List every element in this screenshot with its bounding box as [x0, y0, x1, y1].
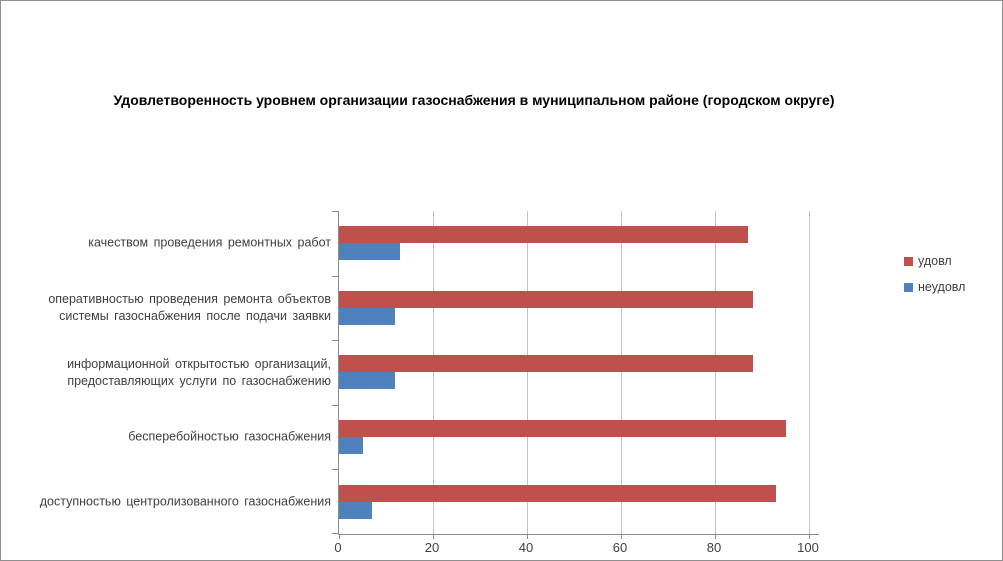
y-tick-4 — [332, 469, 339, 471]
category-label-3: бесперебойностью газоснабжения — [128, 429, 331, 444]
x-tick-100 — [809, 534, 810, 539]
x-axis-label-60: 60 — [612, 540, 628, 555]
legend-swatch-icon — [904, 256, 913, 266]
x-tick-60 — [621, 534, 622, 539]
x-axis-label-100: 100 — [797, 540, 819, 555]
x-tick-80 — [715, 534, 716, 539]
category-band-2 — [339, 340, 819, 405]
bar-неудовл-3 — [339, 437, 363, 455]
category-label-1: оперативностью проведения ремонта объект… — [48, 291, 331, 323]
category-band-3 — [339, 405, 819, 470]
y-tick-3 — [332, 404, 339, 406]
bar-удовл-2 — [339, 355, 753, 373]
legend-item-удовл: удовл — [904, 254, 965, 268]
bar-удовл-4 — [339, 484, 777, 502]
legend-swatch-icon — [904, 282, 913, 292]
x-axis-label-0: 0 — [334, 540, 342, 555]
gridline-100 — [809, 211, 810, 534]
y-tick-1 — [332, 275, 339, 277]
x-tick-40 — [527, 534, 528, 539]
bar-удовл-1 — [339, 290, 753, 308]
y-tick-0 — [332, 211, 339, 212]
y-tick-5 — [332, 533, 339, 534]
x-axis-label-80: 80 — [706, 540, 722, 555]
legend-item-неудовл: неудовл — [904, 280, 965, 294]
category-band-4 — [339, 469, 819, 534]
bar-удовл-0 — [339, 226, 748, 244]
y-tick-2 — [332, 340, 339, 342]
bar-удовл-3 — [339, 420, 786, 438]
category-label-4: доступностью центролизованного газоснабж… — [39, 494, 331, 509]
x-axis-label-40: 40 — [518, 540, 534, 555]
category-band-0 — [339, 211, 819, 276]
x-tick-0 — [339, 534, 340, 539]
x-tick-20 — [433, 534, 434, 539]
bar-неудовл-1 — [339, 307, 396, 325]
category-label-2: информационной открытостью организаций, … — [67, 356, 331, 388]
category-band-1 — [339, 276, 819, 341]
category-label-0: качеством проведения ремонтных работ — [88, 235, 331, 250]
gridline-60 — [621, 211, 622, 534]
bar-неудовл-0 — [339, 243, 401, 261]
legend: удовл неудовл — [904, 254, 965, 306]
gridline-20 — [433, 211, 434, 534]
gridline-40 — [527, 211, 528, 534]
bar-неудовл-2 — [339, 372, 396, 390]
x-axis-labels: 0 20 40 60 80 100 — [334, 540, 819, 556]
legend-label: неудовл — [918, 280, 966, 294]
chart-title: Удовлетворенность уровнем организации га… — [113, 92, 835, 108]
legend-label: удовл — [918, 254, 952, 268]
gridline-80 — [715, 211, 716, 534]
plot-area — [332, 211, 819, 539]
bar-неудовл-4 — [339, 501, 372, 519]
x-axis-label-20: 20 — [424, 540, 440, 555]
